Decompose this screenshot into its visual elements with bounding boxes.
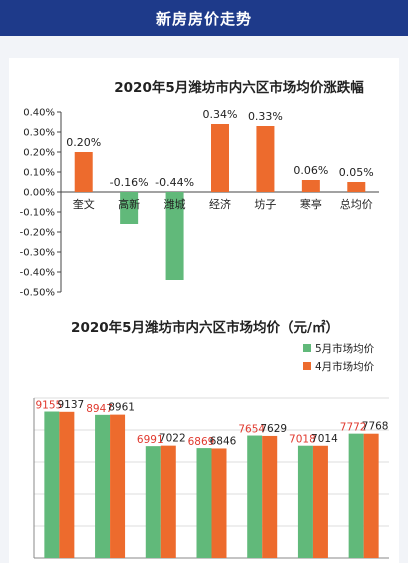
chart1-y-tick-label: -0.30% (20, 248, 55, 259)
chart2-bar-april (110, 414, 126, 558)
chart1-bar (165, 192, 184, 280)
chart2-data-label-may: 8947 (86, 403, 113, 415)
chart1-category-label: 经济 (209, 197, 231, 211)
chart2-bar-april (312, 445, 328, 558)
chart2-bar-may (348, 433, 364, 558)
chart2-data-label-april: 9137 (57, 399, 84, 411)
chart2-data-label-april: 7768 (362, 421, 389, 433)
chart2-data-label-april: 7022 (159, 433, 186, 445)
chart2-data-label-may: 6991 (137, 434, 164, 446)
chart2-data-label-may: 9155 (35, 400, 62, 412)
chart1-category-label: 总均价 (340, 197, 373, 211)
chart2-bar-april (160, 445, 176, 558)
chart1-category-label: 坊子 (254, 197, 276, 211)
chart2-legend-label: 4月市场均价 (315, 360, 375, 373)
chart2-data-label-may: 6869 (188, 436, 215, 448)
chart1-y-tick-label: -0.10% (20, 208, 55, 219)
page-header: 新房房价走势 (0, 0, 408, 36)
chart1-data-label: 0.34% (203, 108, 238, 121)
chart2-bar-may (196, 448, 212, 558)
page-title: 新房房价走势 (155, 9, 252, 28)
chart-card: 2020年5月潍坊市内六区市场均价涨跌幅 0.40% 0.30% 0.20% 0.10%… (9, 58, 399, 563)
chart1-bar (256, 126, 275, 192)
chart2-data-label-may: 7772 (340, 422, 367, 434)
chart1-y-tick-label: 0.30% (23, 128, 55, 139)
chart1-data-label: 0.06% (293, 164, 328, 177)
chart2-data-label-april: 7629 (260, 423, 287, 435)
chart1-y-tick-label: 0.20% (23, 148, 55, 159)
chart1-bar (301, 180, 320, 192)
chart1-bar (120, 192, 139, 224)
chart2-data-label-may: 7654 (238, 424, 265, 436)
chart2-bar-april (363, 433, 379, 558)
chart1-data-label: -0.16% (110, 176, 149, 189)
chart1-y-tick-label: 0.00% (23, 188, 55, 199)
chart1-y-tick-label: -0.20% (20, 228, 55, 239)
chart1-title: 2020年5月潍坊市内六区市场均价涨跌幅 (114, 79, 364, 96)
chart2-bar-may (44, 411, 60, 558)
chart1-bar (347, 182, 366, 192)
chart2-data-label-may: 7018 (289, 434, 316, 446)
chart2-bar-may (145, 446, 161, 558)
chart1-data-label: 0.33% (248, 110, 283, 123)
chart2-bar-april (262, 435, 278, 558)
chart1-y-tick-label: -0.40% (20, 268, 55, 279)
chart1-category-label: 高新 (118, 197, 140, 211)
chart2-bar-april (211, 448, 227, 558)
chart1-data-label: 0.20% (66, 136, 101, 149)
chart1-category-label: 潍城 (164, 198, 186, 211)
chart1-y-tick-label: 0.10% (23, 168, 55, 179)
chart2-legend-label: 5月市场均价 (315, 342, 375, 355)
chart2-data-label-april: 8961 (108, 402, 135, 414)
chart2-legend-swatch (303, 362, 311, 370)
chart2-title: 2020年5月潍坊市内六区市场均价（元/㎡） (71, 319, 339, 336)
chart1-bar (74, 152, 93, 192)
average-price-chart: 2020年5月潍坊市内六区市场均价（元/㎡） 5月市场均价 4月市场均价 915591… (33, 319, 389, 559)
chart2-data-label-april: 7014 (311, 433, 338, 445)
chart1-y-tick-label: 0.40% (23, 108, 55, 119)
chart2-bar-may (95, 414, 111, 558)
chart1-category-label: 寒亭 (300, 197, 322, 211)
chart1-bar (211, 124, 229, 192)
chart1-data-label: 0.05% (339, 166, 374, 179)
chart2-legend-swatch (303, 344, 311, 352)
chart2-bar-may (297, 445, 313, 558)
chart2-data-label-april: 6846 (210, 435, 237, 447)
chart2-bar-may (247, 435, 263, 558)
chart2-bar-april (59, 411, 75, 558)
change-rate-chart: 2020年5月潍坊市内六区市场均价涨跌幅 0.40% 0.30% 0.20% 0.10%… (20, 79, 379, 299)
chart1-y-tick-label: -0.50% (20, 288, 55, 299)
chart1-category-label: 奎文 (73, 197, 95, 211)
chart1-data-label: -0.44% (155, 176, 194, 189)
